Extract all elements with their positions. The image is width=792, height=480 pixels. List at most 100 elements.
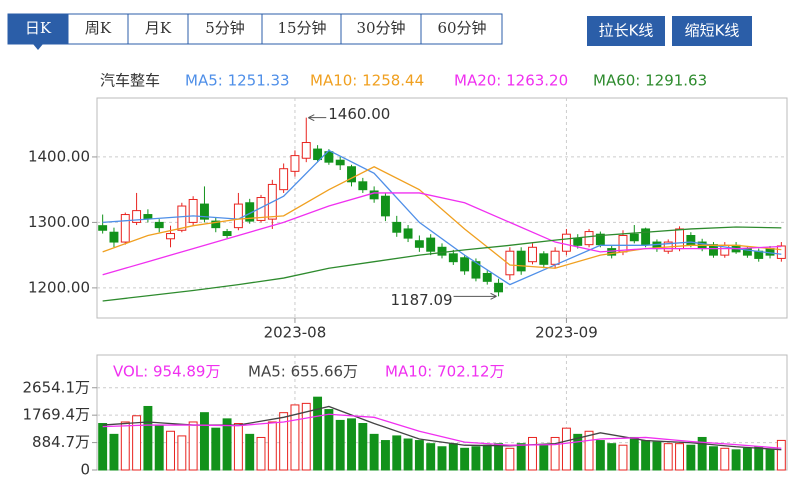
volume-bar xyxy=(414,440,424,471)
volume-bar xyxy=(301,402,311,471)
candle-body xyxy=(143,214,153,219)
tab[interactable]: 5分钟 xyxy=(187,13,263,45)
volume-bar xyxy=(482,444,492,471)
volume-bar xyxy=(166,430,175,471)
tab-label[interactable]: 30分钟 xyxy=(356,19,405,37)
volume-bar xyxy=(652,441,662,471)
candle-body xyxy=(528,246,537,263)
volume-bar xyxy=(584,430,594,471)
ma-line xyxy=(102,192,782,276)
volume-bar xyxy=(380,440,390,471)
button-box[interactable] xyxy=(672,16,752,46)
volume-bar xyxy=(437,446,447,471)
volume-bar xyxy=(595,440,605,471)
tab[interactable]: 30分钟 xyxy=(340,13,422,45)
legend-label: MA10: 1258.44 xyxy=(310,72,424,90)
tab-label[interactable]: 15分钟 xyxy=(277,19,326,37)
volume-bar xyxy=(471,446,481,471)
volume-bar xyxy=(686,444,696,471)
volume-bar xyxy=(109,433,119,471)
x-tick-label: 2023-09 xyxy=(535,324,598,342)
ma-line xyxy=(102,226,782,302)
candle-body xyxy=(335,159,345,166)
candle-body xyxy=(403,228,413,239)
candle-body xyxy=(494,282,504,293)
tab-label[interactable]: 月K xyxy=(145,19,172,37)
annotation-arrow xyxy=(308,114,327,122)
candle-body xyxy=(414,240,424,248)
candle-body xyxy=(573,237,583,246)
tab[interactable]: 60分钟 xyxy=(420,13,503,45)
tab[interactable]: 日K xyxy=(7,13,69,45)
volume-bar xyxy=(754,446,764,471)
y-tick-label: 1300.00 xyxy=(28,213,90,231)
candle-body xyxy=(301,142,311,159)
tab-box[interactable] xyxy=(7,13,69,45)
tab-box[interactable] xyxy=(67,13,129,45)
volume-bar xyxy=(494,443,504,471)
candle-body xyxy=(550,250,560,265)
annotation-label: 1187.09 xyxy=(391,291,453,309)
tab-box[interactable] xyxy=(127,13,189,45)
volume-bar xyxy=(720,447,730,471)
candle-body xyxy=(641,228,651,246)
button-label[interactable]: 缩短K线 xyxy=(685,22,740,40)
candle-body xyxy=(629,233,639,242)
volume-bar xyxy=(120,421,130,471)
tab-label[interactable]: 5分钟 xyxy=(205,19,245,37)
button[interactable]: 缩短K线 xyxy=(672,16,752,46)
button-label[interactable]: 拉长K线 xyxy=(599,22,654,40)
legend-label: MA10: 702.12万 xyxy=(385,363,505,381)
candle-body xyxy=(380,195,390,217)
ma-line xyxy=(102,413,782,449)
candle-body xyxy=(460,257,470,272)
volume-bar xyxy=(98,423,108,471)
price-frame xyxy=(96,97,788,319)
volume-bar xyxy=(200,412,209,471)
candle-body xyxy=(776,245,786,259)
ma-line xyxy=(102,149,782,286)
candle-body xyxy=(426,237,436,252)
candle-body xyxy=(448,253,458,263)
tab-box[interactable] xyxy=(340,13,422,45)
volume-bar xyxy=(641,440,651,471)
candle-body xyxy=(539,253,549,265)
tab[interactable]: 周K xyxy=(67,13,129,45)
candle-body xyxy=(347,166,356,183)
candle-body xyxy=(324,151,334,163)
volume-title: VOL: 954.89万 xyxy=(113,363,220,381)
candle-body xyxy=(233,203,243,229)
volume-bar xyxy=(731,449,741,471)
volume-bar xyxy=(313,396,323,471)
volume-bar xyxy=(290,404,300,471)
candle-body xyxy=(200,203,209,220)
tab-box[interactable] xyxy=(420,13,503,45)
candle-body xyxy=(595,233,605,246)
tab[interactable]: 15分钟 xyxy=(261,13,342,45)
volume-bar xyxy=(347,418,356,471)
tab-label[interactable]: 日K xyxy=(25,19,52,37)
candle-body xyxy=(482,272,492,282)
volume-bar xyxy=(154,424,164,471)
ma-line xyxy=(102,166,782,269)
tab-label[interactable]: 60分钟 xyxy=(437,19,486,37)
annotation-label: 1460.00 xyxy=(328,105,390,123)
button-box[interactable] xyxy=(587,16,665,46)
candle-body xyxy=(313,148,323,161)
volume-bar xyxy=(516,443,526,471)
volume-bar xyxy=(697,436,707,471)
candle-body xyxy=(177,205,187,231)
button[interactable]: 拉长K线 xyxy=(587,16,665,46)
tab-label[interactable]: 周K xyxy=(85,19,112,37)
volume-bar xyxy=(460,447,470,471)
candle-body xyxy=(188,198,198,223)
volume-bar xyxy=(245,433,255,471)
legend-label: MA5: 655.66万 xyxy=(248,363,358,381)
volume-bar xyxy=(550,436,560,471)
legend-label: MA60: 1291.63 xyxy=(593,72,707,90)
volume-bar xyxy=(143,405,153,471)
tab[interactable]: 月K xyxy=(127,13,189,45)
candle-body xyxy=(358,181,368,191)
tab-box[interactable] xyxy=(261,13,342,45)
